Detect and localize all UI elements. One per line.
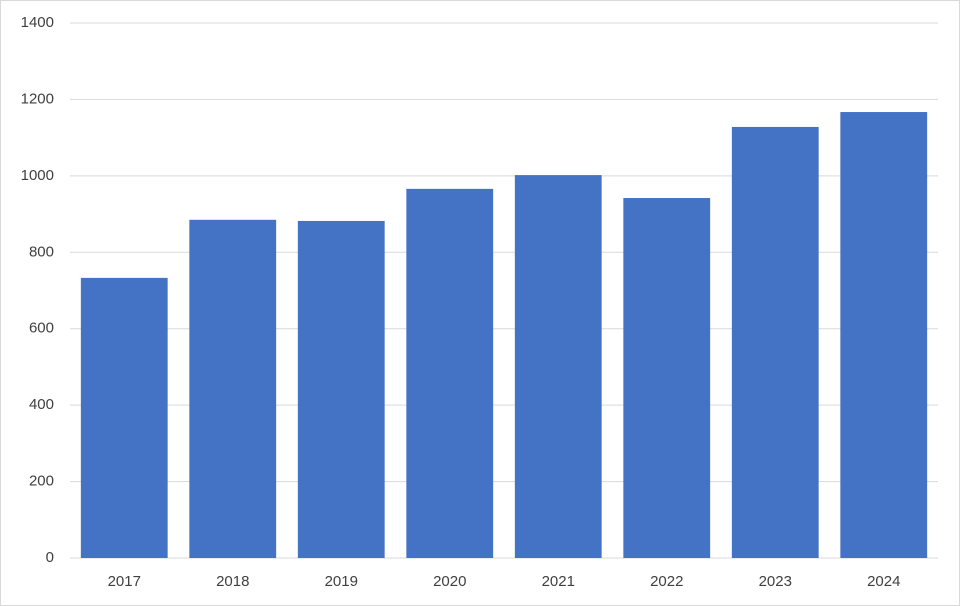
bar	[297, 220, 385, 558]
bar	[840, 112, 928, 559]
x-tick-label: 2018	[216, 573, 249, 590]
y-tick-label: 1200	[21, 90, 54, 107]
x-tick-label: 2021	[542, 573, 575, 590]
bar	[80, 277, 168, 558]
y-tick-label: 1000	[21, 167, 54, 184]
bar	[731, 126, 819, 558]
x-tick-label: 2024	[867, 573, 900, 590]
y-tick-label: 600	[29, 320, 54, 337]
x-tick-label: 2023	[759, 573, 792, 590]
x-tick-label: 2019	[325, 573, 358, 590]
bar	[514, 175, 602, 559]
bar	[189, 219, 277, 558]
y-tick-label: 200	[29, 473, 54, 490]
y-tick-label: 0	[46, 549, 54, 566]
bar	[406, 188, 494, 558]
y-tick-label: 800	[29, 243, 54, 260]
x-tick-label: 2017	[108, 573, 141, 590]
x-tick-label: 2022	[650, 573, 683, 590]
y-tick-label: 400	[29, 396, 54, 413]
x-tick-label: 2020	[433, 573, 466, 590]
y-tick-label: 1400	[21, 14, 54, 31]
bar	[623, 198, 711, 558]
